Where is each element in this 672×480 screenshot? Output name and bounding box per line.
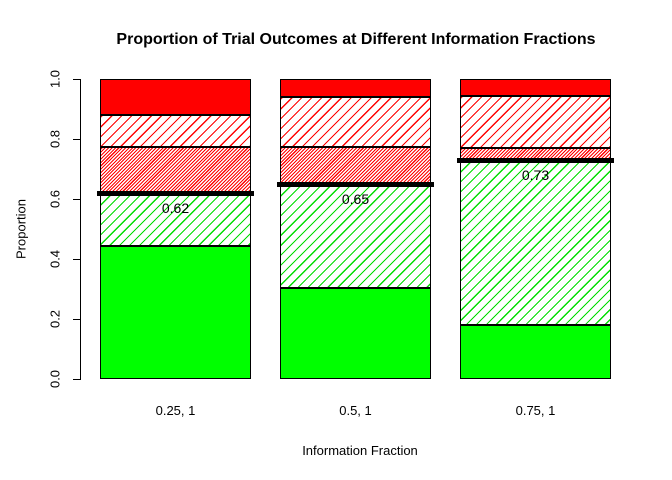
red-hatch-segment — [280, 97, 431, 147]
y-tick-label: 0.2 — [47, 309, 63, 329]
y-tick-mark — [73, 319, 80, 320]
y-tick-mark — [73, 259, 80, 260]
solid-green-segment — [280, 287, 431, 379]
dense-red-hatch-segment — [100, 146, 251, 193]
y-tick-mark — [73, 199, 80, 200]
red-hatch-segment — [460, 95, 611, 148]
solid-red-segment — [100, 79, 251, 115]
y-tick-mark — [73, 379, 80, 380]
solid-red-segment — [280, 79, 431, 97]
threshold-line — [97, 190, 254, 196]
y-tick-label: 0.6 — [47, 189, 63, 209]
green-hatch-segment — [460, 160, 611, 325]
solid-green-segment — [460, 325, 611, 379]
x-category-label: 0.75, 1 — [515, 403, 556, 418]
x-category-label: 0.25, 1 — [155, 403, 196, 418]
dense-red-hatch-segment — [280, 146, 431, 184]
threshold-value-label: 0.73 — [521, 167, 550, 183]
solid-red-segment — [460, 79, 611, 96]
y-tick-label: 0.0 — [47, 369, 63, 389]
y-tick-label: 1.0 — [47, 69, 63, 89]
y-tick-mark — [73, 139, 80, 140]
green-hatch-segment — [280, 184, 431, 288]
red-hatch-segment — [100, 115, 251, 147]
threshold-value-label: 0.62 — [161, 200, 190, 216]
stacked-bar — [100, 79, 251, 379]
y-tick-label: 0.4 — [47, 249, 63, 269]
y-tick-label: 0.8 — [47, 129, 63, 149]
solid-green-segment — [100, 245, 251, 379]
y-tick-mark — [73, 79, 80, 80]
stacked-bar — [280, 79, 431, 379]
x-axis-title: Information Fraction — [302, 443, 418, 458]
y-axis-title: Proportion — [13, 199, 29, 259]
threshold-value-label: 0.65 — [341, 191, 370, 207]
chart-title: Proportion of Trial Outcomes at Differen… — [116, 31, 596, 48]
threshold-line — [277, 181, 434, 187]
stacked-bar — [460, 79, 611, 379]
x-category-label: 0.5, 1 — [339, 403, 372, 418]
y-axis-line — [80, 79, 81, 380]
threshold-line — [457, 157, 614, 163]
